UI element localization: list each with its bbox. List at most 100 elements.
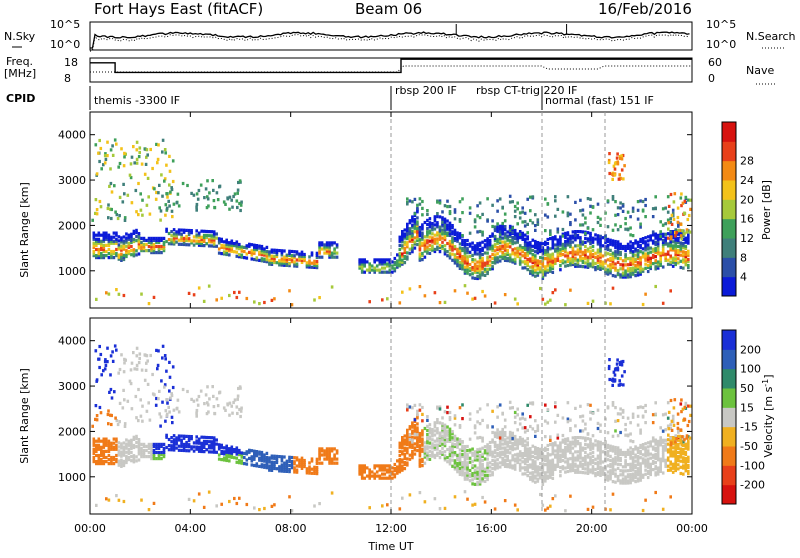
power-cell: [469, 267, 472, 270]
power-cell: [574, 263, 577, 266]
power-cell: [153, 187, 156, 190]
velocity-cell: [594, 439, 597, 442]
power-cell: [276, 261, 279, 264]
velocity-cell: [376, 464, 379, 467]
power-cell: [384, 258, 387, 261]
power-cell: [441, 229, 444, 232]
power-cell: [524, 220, 527, 223]
power-cell: [609, 257, 612, 260]
velocity-cell: [624, 475, 627, 478]
power-cell: [246, 257, 249, 260]
velocity-cell: [499, 431, 502, 434]
power-cell: [609, 263, 612, 266]
velocity-cell: [617, 463, 620, 466]
power-cell: [574, 201, 577, 204]
velocity-cell: [664, 439, 667, 442]
velocity-cell: [486, 426, 489, 429]
velocity-cell: [145, 445, 148, 448]
velocity-cell: [677, 451, 680, 454]
power-cell: [587, 248, 590, 251]
velocity-cell: [394, 473, 397, 476]
velocity-cell: [501, 457, 504, 460]
power-cell: [446, 200, 449, 203]
velocity-cell: [321, 462, 324, 465]
velocity-cell: [564, 471, 567, 474]
power-cell: [434, 238, 437, 241]
velocity-cell: [667, 465, 670, 468]
power-cell: [537, 218, 540, 221]
velocity-cell: [624, 469, 627, 472]
power-cell: [135, 239, 138, 242]
power-cell: [140, 293, 143, 296]
power-cell: [579, 255, 582, 258]
velocity-cell: [205, 436, 208, 439]
power-cell: [519, 252, 522, 255]
velocity-cell: [163, 447, 166, 450]
power-cell: [521, 260, 524, 263]
power-cell: [208, 234, 211, 237]
velocity-cell: [667, 469, 670, 472]
velocity-cell: [441, 435, 444, 438]
velocity-cell: [138, 438, 141, 441]
velocity-cell: [649, 453, 652, 456]
power-cell: [627, 228, 630, 231]
velocity-cell: [409, 425, 412, 428]
power-cell: [431, 222, 434, 225]
velocity-cell: [118, 441, 121, 444]
velocity-cell: [667, 401, 670, 404]
power-cell: [496, 199, 499, 202]
velocity-cell: [195, 435, 198, 438]
power-cell: [100, 205, 103, 208]
power-cell: [644, 240, 647, 243]
velocity-cell: [373, 473, 376, 476]
power-cell: [501, 206, 504, 209]
power-cell: [291, 254, 294, 257]
velocity-cell: [95, 454, 98, 457]
power-cell: [632, 267, 635, 270]
power-cell: [253, 300, 256, 303]
velocity-cell: [449, 446, 452, 449]
velocity-cell: [479, 454, 482, 457]
power-cell: [216, 191, 219, 194]
power-cell: [664, 207, 667, 210]
velocity-cell: [627, 463, 630, 466]
velocity-cell: [148, 443, 151, 446]
power-cell: [464, 239, 467, 242]
power-cell: [439, 226, 442, 229]
velocity-cell: [238, 449, 241, 452]
power-cell: [685, 231, 688, 234]
velocity-cell: [609, 459, 612, 462]
velocity-cell: [170, 444, 173, 447]
velocity-cell: [436, 427, 439, 430]
velocity-cell: [308, 461, 311, 464]
power-cell: [131, 201, 134, 204]
velocity-cell: [642, 443, 645, 446]
power-cell: [122, 183, 125, 186]
power-cell: [529, 266, 532, 269]
velocity-cell: [466, 449, 469, 452]
power-cell: [509, 201, 512, 204]
velocity-cell: [130, 439, 133, 442]
velocity-cell: [381, 464, 384, 467]
velocity-cell: [399, 442, 402, 445]
power-cell: [331, 241, 334, 244]
velocity-cell: [210, 440, 213, 443]
power-cell: [293, 250, 296, 253]
power-cell: [489, 264, 492, 267]
freq-left-tick-top: 18: [64, 56, 78, 69]
power-cell: [632, 234, 635, 237]
velocity-cell: [619, 407, 622, 410]
power-cell: [494, 301, 497, 304]
power-cell: [401, 230, 404, 233]
velocity-cell: [246, 503, 249, 506]
velocity-cell: [632, 413, 635, 416]
power-cell: [632, 207, 635, 210]
velocity-cell: [333, 462, 336, 465]
velocity-cell: [396, 459, 399, 462]
velocity-cell: [441, 447, 444, 450]
velocity-cell: [281, 455, 284, 458]
velocity-cell: [669, 495, 672, 498]
velocity-cell: [471, 504, 474, 507]
power-cell: [165, 192, 168, 195]
